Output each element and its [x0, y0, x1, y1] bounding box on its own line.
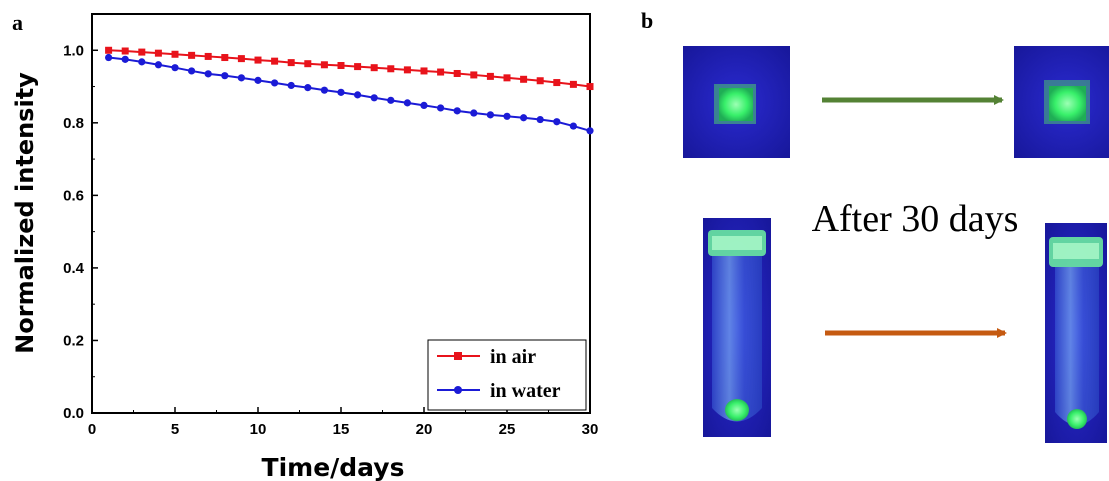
data-point-in-air	[337, 62, 345, 70]
x-tick-label: 25	[499, 421, 516, 438]
data-point-in-air	[221, 54, 229, 62]
x-tick-label: 30	[582, 421, 599, 438]
data-point-in-air	[287, 59, 295, 67]
x-tick-label: 0	[88, 421, 96, 438]
data-point-in-air	[320, 61, 328, 69]
data-point-in-air	[204, 52, 212, 60]
legend-marker-in-water	[454, 386, 462, 394]
data-point-in-water	[536, 115, 544, 124]
data-point-in-water	[221, 72, 229, 80]
data-point-in-air	[387, 65, 395, 73]
legend-label-in-air: in air	[490, 346, 536, 368]
film-photo-after	[1014, 46, 1109, 158]
x-tick-label: 10	[250, 421, 267, 438]
y-tick-label: 0.6	[63, 187, 84, 204]
data-point-in-air	[121, 47, 129, 55]
y-tick-label: 0.2	[63, 332, 84, 349]
data-point-in-water	[520, 114, 528, 122]
data-point-in-water	[105, 53, 113, 62]
data-point-in-air	[254, 56, 262, 64]
data-point-in-water	[337, 88, 345, 96]
y-tick-label: 1.0	[63, 42, 84, 59]
data-point-in-air	[403, 66, 411, 74]
data-point-in-water	[204, 70, 212, 78]
series-line-in-water	[108, 56, 591, 132]
data-point-in-water	[486, 111, 494, 119]
y-tick-label: 0.0	[63, 405, 84, 422]
data-point-in-air	[154, 49, 162, 57]
data-point-in-air	[520, 75, 528, 83]
data-point-in-air	[354, 63, 362, 71]
data-point-in-water	[403, 99, 411, 107]
data-point-in-water	[569, 122, 578, 130]
y-axis-title: Normalized intensity	[11, 72, 39, 354]
data-point-in-air	[553, 79, 561, 87]
data-point-in-water	[154, 61, 162, 69]
data-point-in-water	[503, 112, 511, 120]
x-tick-label: 15	[333, 421, 350, 438]
data-point-in-water	[453, 107, 461, 115]
data-point-in-air	[188, 51, 196, 59]
data-point-in-air	[470, 71, 478, 79]
data-point-in-water	[287, 81, 295, 90]
data-point-in-water	[370, 94, 378, 102]
data-point-in-water	[121, 55, 129, 63]
data-point-in-water	[171, 64, 179, 72]
y-tick-label: 0.8	[63, 115, 84, 132]
data-point-in-air	[138, 48, 146, 56]
data-point-in-air	[486, 72, 494, 80]
x-axis-title: Time/days	[262, 453, 405, 481]
data-point-in-water	[188, 67, 196, 75]
x-axis-ticks: 0 5 10 15 20 25 30	[88, 407, 599, 438]
data-point-in-water	[387, 96, 395, 104]
x-tick-label: 5	[171, 421, 179, 438]
legend-box	[427, 339, 587, 411]
data-point-in-air	[271, 57, 279, 65]
photo-panel: After 30 days	[683, 46, 1109, 443]
x-tick-label: 20	[416, 421, 433, 438]
panel-label-a: a	[12, 10, 23, 35]
data-point-in-air	[586, 83, 594, 91]
film-photo-before	[683, 46, 790, 158]
legend-marker-in-air	[454, 352, 462, 360]
data-point-in-air	[420, 67, 428, 75]
data-point-in-air	[105, 46, 113, 54]
data-point-in-water	[420, 101, 428, 110]
line-chart: 0 5 10 15 20 25 30 0.0 0.2 0.4 0.6 0.8 1.0 Time/day…	[11, 13, 599, 481]
panel-label-b: b	[641, 8, 653, 33]
series-layer	[105, 46, 594, 135]
vial-photo-before	[703, 218, 771, 437]
data-point-in-air	[503, 74, 511, 82]
data-point-in-water	[470, 109, 478, 117]
data-point-in-water	[437, 104, 445, 112]
data-point-in-air	[171, 50, 179, 58]
data-point-in-water	[553, 118, 561, 126]
data-point-in-water	[237, 74, 245, 82]
y-axis-ticks: 0.0 0.2 0.4 0.6 0.8 1.0	[63, 13, 98, 422]
data-point-in-water	[138, 58, 146, 66]
data-point-in-water	[254, 76, 262, 84]
data-point-in-water	[271, 79, 279, 87]
data-point-in-water	[354, 91, 362, 99]
data-point-in-air	[370, 64, 378, 72]
data-point-in-air	[304, 60, 312, 68]
data-point-in-water	[320, 86, 328, 94]
data-point-in-air	[453, 69, 461, 77]
vial-photo-after	[1045, 223, 1107, 443]
data-point-in-air	[237, 55, 245, 63]
y-tick-label: 0.4	[63, 260, 85, 277]
photo-caption: After 30 days	[812, 198, 1019, 240]
data-point-in-water	[586, 127, 594, 135]
data-point-in-air	[437, 68, 445, 76]
data-point-in-water	[304, 84, 312, 92]
data-point-in-air	[569, 80, 577, 88]
legend: in air in water	[427, 339, 587, 411]
data-point-in-air	[536, 77, 544, 85]
legend-label-in-water: in water	[490, 380, 561, 402]
